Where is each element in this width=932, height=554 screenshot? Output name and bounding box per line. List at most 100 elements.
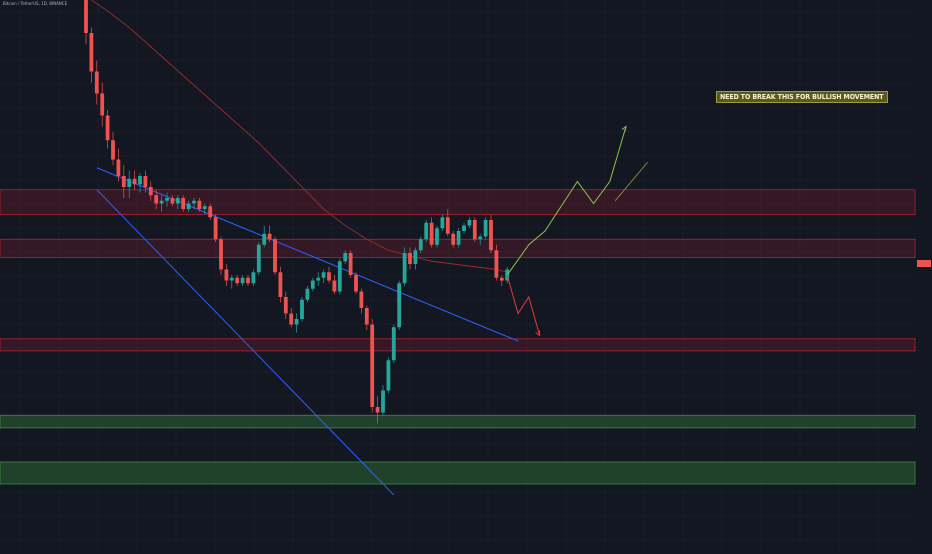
- candle-body: [300, 299, 304, 319]
- candle-body: [408, 253, 412, 264]
- candle-body: [127, 178, 132, 187]
- candle-body: [327, 272, 331, 281]
- candle: [467, 217, 472, 229]
- candle-body: [386, 360, 391, 391]
- candle-body: [343, 253, 348, 262]
- candle: [186, 200, 191, 212]
- candle: [127, 170, 132, 198]
- candle-body: [246, 277, 250, 284]
- candle: [283, 291, 288, 319]
- current-price-tag: [917, 260, 931, 267]
- candle-body: [494, 250, 499, 278]
- candle-body: [445, 217, 450, 234]
- candle-body: [364, 308, 369, 325]
- candle-body: [294, 319, 299, 325]
- candle-body: [121, 176, 126, 187]
- candle-body: [105, 115, 110, 141]
- candle-body: [262, 233, 267, 245]
- candle: [472, 217, 477, 242]
- support-zone: [0, 461, 916, 485]
- candle-body: [397, 283, 402, 328]
- candle-body: [175, 198, 180, 204]
- candle: [89, 27, 94, 83]
- candle: [121, 165, 126, 198]
- candle-body: [256, 244, 261, 273]
- candle-body: [100, 93, 105, 116]
- candle: [321, 269, 326, 284]
- chart-trendlines: [96, 167, 519, 496]
- candle: [132, 170, 137, 190]
- candle-body: [181, 198, 186, 209]
- candle-body: [170, 198, 175, 204]
- moving-average-line: [91, 0, 508, 273]
- candle: [316, 272, 321, 286]
- candle: [451, 231, 456, 248]
- candle: [300, 297, 304, 322]
- candle-body: [505, 269, 510, 281]
- candle-body: [219, 239, 223, 270]
- candle-body: [138, 176, 142, 185]
- candle: [197, 198, 202, 212]
- candle-body: [159, 200, 164, 204]
- candle: [246, 275, 250, 286]
- candle-body: [148, 187, 153, 196]
- candle-body: [202, 206, 207, 209]
- candle: [192, 198, 196, 209]
- candle-body: [462, 225, 466, 231]
- candle: [240, 275, 245, 286]
- candle-body: [213, 217, 218, 240]
- candle: [208, 203, 213, 220]
- candle-body: [94, 71, 99, 94]
- candle: [256, 242, 261, 275]
- callout-label: NEED TO BREAK THIS FOR BULLISH MOVEMENT: [716, 91, 888, 103]
- candle-body: [478, 236, 483, 240]
- candle: [375, 396, 380, 424]
- candle: [84, 0, 88, 44]
- candle-body: [359, 291, 364, 308]
- candle-body: [165, 198, 169, 201]
- candle: [267, 225, 272, 242]
- candle-body: [472, 220, 477, 240]
- trendline: [96, 189, 395, 496]
- candle-body: [451, 233, 456, 245]
- bullish-projection-path: [506, 126, 627, 276]
- candle-body: [116, 159, 121, 176]
- candle-body: [348, 253, 353, 275]
- candle-body: [305, 288, 310, 300]
- candle-body: [154, 195, 159, 204]
- candle: [418, 236, 423, 253]
- candle: [165, 192, 169, 207]
- candle: [359, 288, 364, 314]
- candle: [462, 222, 466, 234]
- candle-body: [208, 206, 213, 218]
- projection-paths: [506, 125, 648, 337]
- candle-body: [375, 407, 380, 413]
- candle-body: [240, 277, 245, 284]
- candle-body: [381, 390, 385, 413]
- candle-body: [332, 280, 337, 292]
- candle: [273, 236, 277, 275]
- candle: [354, 272, 358, 295]
- candle: [483, 217, 488, 240]
- candle-body: [89, 33, 94, 72]
- candle-body: [402, 253, 407, 284]
- candle: [489, 214, 493, 253]
- candle-body: [273, 239, 277, 273]
- candle: [478, 233, 483, 245]
- candle: [332, 275, 337, 295]
- candle: [294, 313, 299, 333]
- candle-body: [489, 220, 493, 251]
- candle: [100, 82, 105, 127]
- symbol-label: Bitcoin / TetherUS, 1D, BINANCE: [3, 1, 68, 6]
- candle: [138, 173, 142, 193]
- candle: [386, 357, 391, 394]
- candle: [278, 266, 283, 303]
- candle: [235, 275, 240, 286]
- candle: [305, 286, 310, 303]
- candle-body: [251, 272, 256, 284]
- candle: [111, 132, 115, 165]
- candle: [429, 217, 434, 248]
- candle: [219, 236, 223, 275]
- candle: [94, 60, 99, 105]
- chart-zones: [0, 189, 916, 485]
